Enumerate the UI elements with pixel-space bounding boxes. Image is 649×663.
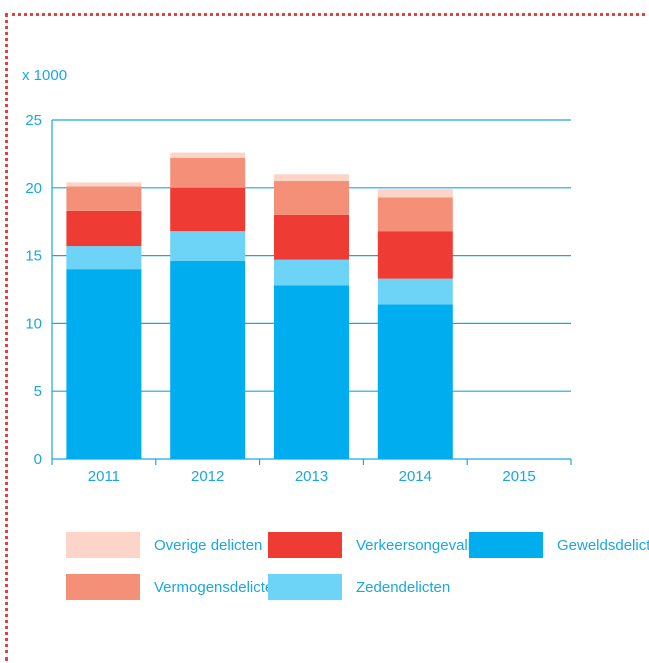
bar-segment-2011-0 (66, 269, 142, 459)
legend-label: Zedendelicten (356, 578, 451, 596)
legend-label: Overige delicten (154, 536, 263, 554)
x-tick-label: 2012 (191, 468, 224, 485)
x-tick-label: 2015 (502, 468, 535, 485)
bar-segment-2013-4 (274, 174, 349, 182)
bar-segment-2014-3 (377, 197, 453, 232)
bar-segment-2011-3 (66, 186, 142, 211)
unit-label: x 1000 (22, 67, 67, 84)
bar-segment-2012-1 (170, 231, 246, 262)
y-tick-label: 5 (34, 383, 42, 400)
legend-item: Verkeersongevallen (268, 532, 488, 558)
y-tick-label: 20 (25, 180, 42, 197)
legend-item: Overige delicten (66, 532, 262, 558)
y-tick-label: 0 (34, 451, 42, 468)
x-tick-label: 2011 (88, 468, 120, 485)
legend-swatch (268, 532, 342, 558)
bar-segment-2013-3 (274, 181, 349, 215)
legend-label: Geweldsdelicten (557, 536, 649, 554)
bar-segment-2012-4 (170, 152, 246, 158)
y-tick-label: 15 (25, 248, 42, 265)
dotted-frame-left (5, 13, 8, 661)
legend-swatch (66, 532, 140, 558)
x-tick-label: 2013 (295, 468, 328, 485)
bar-segment-2014-0 (377, 304, 453, 459)
bar-segment-2013-2 (274, 214, 349, 260)
legend-label: Vermogensdelicten (154, 578, 282, 596)
bar-segment-2013-1 (274, 259, 349, 286)
bar-segment-2012-3 (170, 157, 246, 188)
bar-segment-2011-4 (66, 182, 142, 187)
bar-segment-2011-1 (66, 246, 142, 270)
legend-item: Zedendelicten (268, 574, 450, 600)
bar-segment-2013-0 (274, 285, 349, 459)
legend-item: Geweldsdelicten (469, 532, 649, 558)
bar-segment-2014-1 (377, 278, 453, 305)
y-tick-label: 10 (25, 315, 42, 332)
x-tick-label: 2014 (399, 468, 432, 485)
y-tick-label: 25 (25, 112, 42, 129)
dotted-frame-top (5, 13, 645, 16)
legend-label: Verkeersongevallen (356, 536, 488, 554)
bar-segment-2012-2 (170, 187, 246, 232)
legend-swatch (66, 574, 140, 600)
legend-swatch (268, 574, 342, 600)
legend-swatch (469, 532, 543, 558)
legend-item: Vermogensdelicten (66, 574, 282, 600)
bar-segment-2012-0 (170, 261, 246, 459)
bar-segment-2014-4 (377, 189, 453, 198)
bar-segment-2011-2 (66, 210, 142, 247)
bar-segment-2014-2 (377, 231, 453, 279)
